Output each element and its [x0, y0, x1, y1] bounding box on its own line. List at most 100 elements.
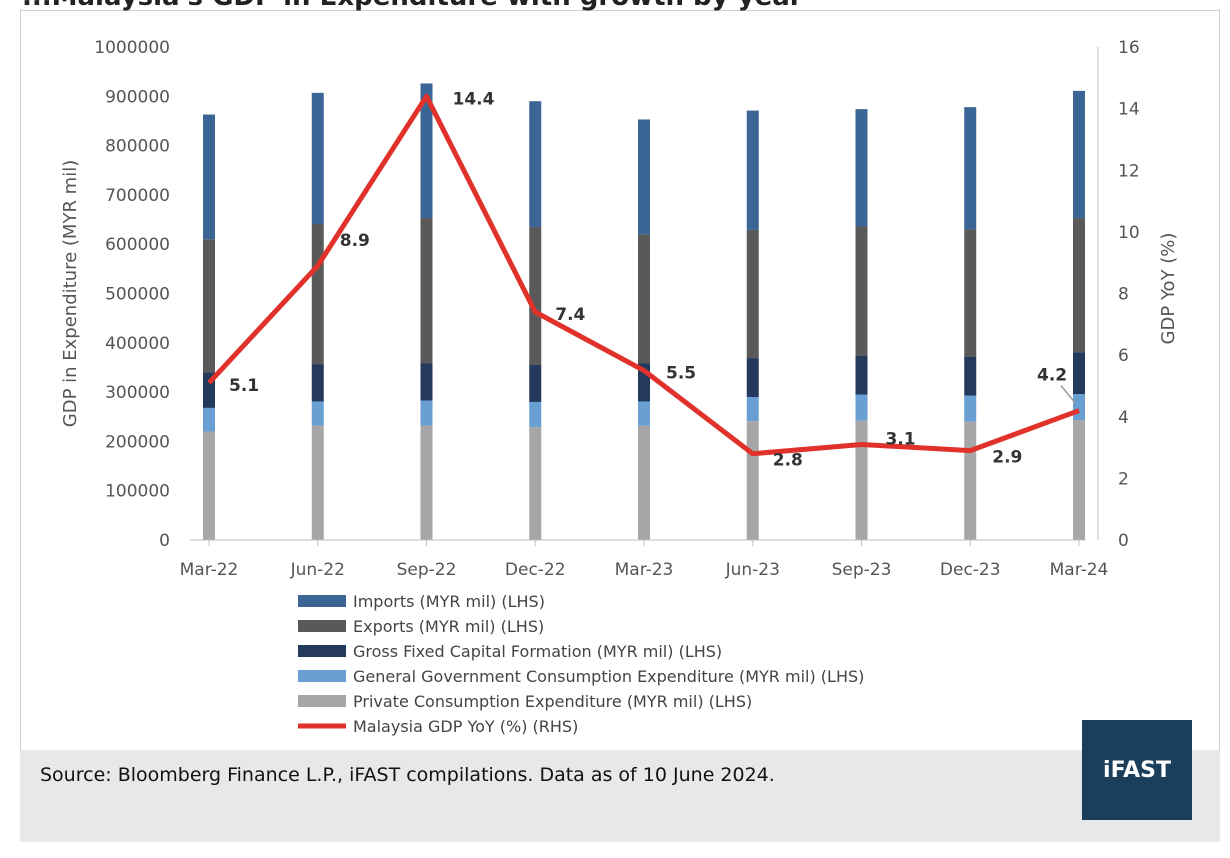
- y2-tick-label: 10: [1118, 223, 1140, 243]
- bar-segment-3-6: [855, 226, 868, 356]
- bar-segment-0-0: [203, 431, 215, 540]
- x-tick-label: Mar-23: [615, 560, 674, 580]
- y2-tick-label: 2: [1118, 469, 1129, 489]
- chart-frame: [20, 10, 1220, 842]
- bar-segment-4-1: [311, 92, 324, 224]
- bar-segment-1-1: [311, 401, 324, 426]
- gdp-yoy-data-label: 5.1: [229, 376, 259, 396]
- bar-segment-0-2: [420, 425, 433, 540]
- bar-segment-1-7: [964, 395, 977, 422]
- legend-label: Private Consumption Expenditure (MYR mil…: [353, 692, 752, 711]
- bar-segment-4-5: [746, 110, 759, 230]
- legend-label: Imports (MYR mil) (LHS): [353, 592, 545, 611]
- footer-band: [20, 750, 1220, 842]
- bar-segment-2-2: [420, 363, 433, 401]
- bar-segment-4-2: [420, 83, 433, 219]
- label-leader-line: [1060, 385, 1076, 404]
- bar-segment-2-1: [311, 364, 324, 402]
- axes-layer: GDP in Expenditure (MYR mil) GDP YoY (%)…: [60, 38, 1179, 580]
- y2-tick-label: 6: [1118, 346, 1129, 366]
- gdp-yoy-data-label: 8.9: [340, 231, 370, 251]
- gdp-yoy-data-label: 4.2: [1037, 366, 1067, 386]
- bar-segment-3-4: [638, 234, 650, 364]
- gdp-yoy-data-label: 3.1: [886, 429, 916, 449]
- bar-segment-1-6: [855, 394, 868, 421]
- gdp-yoy-data-label: 2.9: [992, 448, 1022, 468]
- gdp-yoy-data-label: 2.8: [773, 451, 803, 471]
- y2-tick-label: 16: [1118, 38, 1140, 58]
- bar-segment-3-8: [1073, 218, 1085, 353]
- legend: Imports (MYR mil) (LHS) Exports (MYR mil)…: [298, 592, 864, 736]
- bar-segment-4-0: [203, 114, 215, 240]
- bar-segment-0-3: [529, 427, 542, 540]
- bar-segment-3-2: [420, 218, 433, 364]
- y2-tick-label: 0: [1118, 531, 1129, 551]
- y-tick-label: 700000: [105, 186, 170, 206]
- bar-segment-0-1: [311, 425, 324, 540]
- bar-segment-2-6: [855, 355, 868, 395]
- bar-segment-4-6: [855, 109, 868, 227]
- gdp-yoy-data-label: 7.4: [555, 305, 585, 325]
- x-tick-label: Mar-22: [180, 560, 239, 580]
- bar-segment-3-3: [529, 226, 542, 365]
- bar-segment-3-1: [311, 223, 324, 365]
- bar-segment-3-7: [964, 229, 977, 357]
- x-tick-label: Dec-23: [940, 560, 1001, 580]
- bar-segment-4-7: [964, 107, 977, 230]
- chart-title-text: ...Malaysia's GDP in Expenditure with gr…: [22, 0, 803, 10]
- x-tick-label: Dec-22: [505, 560, 566, 580]
- bar-segment-0-8: [1073, 420, 1085, 540]
- x-tick-label: Sep-23: [832, 560, 892, 580]
- y-tick-label: 300000: [105, 383, 170, 403]
- bar-segment-1-2: [420, 400, 433, 426]
- bar-segment-4-3: [529, 101, 542, 227]
- y-tick-label: 400000: [105, 334, 170, 354]
- bar-segment-1-4: [638, 401, 650, 426]
- x-tick-label: Jun-22: [290, 560, 345, 580]
- y2-tick-label: 4: [1118, 408, 1129, 428]
- source-note: Source: Bloomberg Finance L.P., iFAST co…: [40, 764, 775, 786]
- bar-segment-4-8: [1073, 90, 1085, 219]
- bar-segment-2-7: [964, 356, 977, 396]
- bar-segment-0-7: [964, 421, 977, 540]
- legend-swatch: [298, 670, 346, 682]
- legend-label: Gross Fixed Capital Formation (MYR mil) …: [353, 642, 722, 661]
- bar-segment-1-8: [1073, 394, 1085, 421]
- y-tick-label: 200000: [105, 432, 170, 452]
- bar-segment-1-0: [203, 407, 215, 432]
- line-layer: 5.1 8.9 14.4 7.4 5.5 2.8 3.1 2.9 4.2: [207, 89, 1080, 471]
- y2-tick-label: 14: [1118, 100, 1140, 120]
- gdp-yoy-data-label: 5.5: [666, 364, 696, 384]
- gdp-yoy-data-label: 14.4: [453, 89, 495, 109]
- bar-segment-0-5: [746, 421, 759, 540]
- x-tick-label: Mar-24: [1050, 560, 1109, 580]
- y-tick-label: 100000: [105, 482, 170, 502]
- y-tick-label: 900000: [105, 87, 170, 107]
- bar-segment-2-8: [1073, 352, 1085, 395]
- y2-tick-label: 12: [1118, 161, 1140, 181]
- y2-tick-label: 8: [1118, 285, 1129, 305]
- y-tick-label: 0: [159, 531, 170, 551]
- y-tick-label: 500000: [105, 285, 170, 305]
- chart-title-clipped: ...Malaysia's GDP in Expenditure with gr…: [22, 0, 803, 12]
- bar-segment-2-5: [746, 358, 759, 398]
- legend-label: General Government Consumption Expenditu…: [353, 667, 864, 686]
- legend-swatch: [298, 645, 346, 657]
- bar-segment-3-0: [203, 239, 215, 373]
- y-tick-label: 600000: [105, 235, 170, 255]
- legend-label: Malaysia GDP YoY (%) (RHS): [353, 717, 578, 736]
- bar-segment-0-6: [855, 420, 868, 540]
- bar-segment-0-4: [638, 425, 650, 540]
- bar-layer: [203, 83, 1085, 540]
- legend-swatch: [298, 595, 346, 607]
- logo-text: iFAST: [1103, 757, 1171, 783]
- ifast-logo: iFAST: [1082, 720, 1192, 820]
- bar-segment-1-5: [746, 397, 759, 422]
- bar-segment-4-4: [638, 119, 650, 235]
- bar-segment-3-5: [746, 229, 759, 359]
- y-axis-title: GDP in Expenditure (MYR mil): [60, 160, 81, 427]
- legend-swatch: [298, 695, 346, 707]
- legend-swatch: [298, 620, 346, 632]
- y-tick-label: 1000000: [94, 38, 170, 58]
